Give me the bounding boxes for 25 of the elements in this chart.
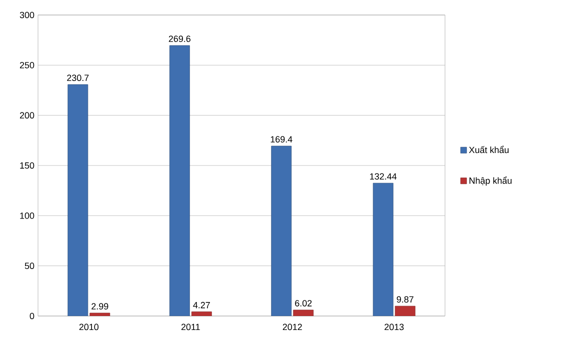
bar [372, 182, 394, 316]
y-tick-label: 150 [20, 162, 34, 169]
data-label: 132.44 [370, 173, 397, 180]
data-label: 6.02 [295, 300, 312, 306]
y-tick-label: 100 [20, 212, 34, 219]
bar [169, 45, 190, 316]
legend-label: Xuất khẩu [468, 146, 509, 154]
data-label: 2.99 [92, 303, 108, 310]
y-tick-label: 200 [20, 112, 34, 119]
x-tick-label: 2011 [181, 324, 200, 330]
bar [271, 146, 292, 316]
data-label: 169.4 [270, 136, 292, 143]
x-tick-label: 2012 [282, 324, 302, 330]
legend-label: Nhập khẩu [470, 176, 512, 186]
x-tick-label: 2013 [384, 324, 404, 330]
y-tick-label: 250 [20, 62, 34, 68]
data-label: 9.87 [396, 296, 414, 303]
data-label: 4.27 [193, 302, 210, 308]
x-tick-label: 2010 [79, 324, 98, 330]
y-tick-label: 50 [24, 262, 34, 270]
y-tick-label: 300 [20, 12, 34, 18]
data-label: 269.6 [168, 36, 190, 42]
y-tick-label: 0 [30, 312, 34, 320]
bar [68, 84, 88, 316]
data-label: 230.7 [67, 74, 89, 82]
